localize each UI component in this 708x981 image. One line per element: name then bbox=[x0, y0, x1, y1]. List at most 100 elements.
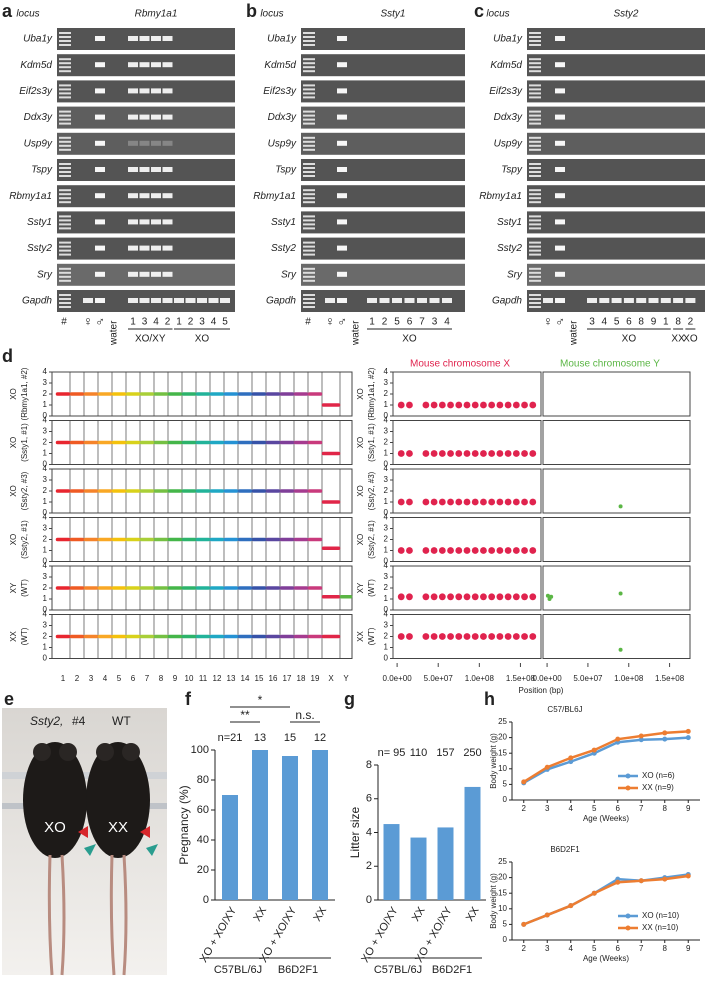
point bbox=[685, 735, 691, 741]
gel-band bbox=[151, 245, 161, 251]
x-axis-title: Age (Weeks) bbox=[583, 954, 629, 963]
lane-label: 8 bbox=[638, 317, 644, 328]
x-copy-number bbox=[463, 450, 471, 457]
ladder-band bbox=[303, 44, 315, 46]
ladder-band bbox=[529, 140, 541, 143]
y-tick-label: 3 bbox=[384, 427, 389, 436]
ladder-band bbox=[303, 171, 315, 173]
y-tick-label: 0 bbox=[384, 654, 389, 663]
ladder-band bbox=[303, 88, 315, 91]
sample-id: (WT) bbox=[367, 627, 376, 645]
y-tick-label: 3 bbox=[384, 572, 389, 581]
x-copy-number bbox=[406, 547, 413, 554]
x-tick-label: 1.5e+08 bbox=[506, 674, 536, 683]
x-copy-number bbox=[512, 547, 520, 554]
x-copy-number bbox=[521, 633, 528, 640]
x-copy-number bbox=[488, 547, 496, 554]
x-copy-number bbox=[422, 401, 430, 409]
point bbox=[685, 873, 691, 879]
x-copy-number bbox=[463, 498, 471, 506]
ladder-band bbox=[303, 306, 315, 308]
gene-header: Rbmy1a1 bbox=[135, 9, 178, 20]
x-tick-label: Y bbox=[343, 674, 349, 683]
panel-letter: d bbox=[2, 346, 13, 366]
gene-header: Ssty2 bbox=[613, 9, 638, 20]
region-title: Mouse chromosome X bbox=[410, 359, 510, 370]
x-tick-label: 5 bbox=[117, 674, 122, 683]
locus-header: locus bbox=[260, 9, 283, 20]
ladder-band bbox=[303, 84, 315, 87]
x-copy-number bbox=[496, 633, 504, 640]
x-tick-label: 11 bbox=[199, 674, 208, 683]
sample-id: (Ssty1, #1) bbox=[367, 423, 376, 462]
legend-marker bbox=[625, 785, 631, 791]
x-copy-number bbox=[406, 593, 413, 601]
x-tick-label: 8 bbox=[159, 674, 164, 683]
ladder-band bbox=[303, 193, 315, 196]
x-tick-label: XO + XO/XY bbox=[198, 904, 240, 964]
group-label: XO bbox=[402, 334, 417, 345]
point bbox=[638, 737, 644, 743]
gel-band bbox=[95, 298, 105, 303]
y-tick-label: 2 bbox=[384, 438, 389, 447]
x-copy-number bbox=[455, 498, 463, 506]
gel-strip bbox=[527, 263, 705, 286]
lane-label: ♂ bbox=[555, 313, 565, 328]
y-tick-label: 2 bbox=[384, 486, 389, 495]
ladder-band bbox=[303, 163, 315, 165]
ladder-band bbox=[59, 241, 71, 244]
x-axis-title: Age (Weeks) bbox=[583, 814, 629, 823]
point bbox=[662, 730, 668, 736]
lane-label: 3 bbox=[142, 317, 148, 328]
gel-band bbox=[162, 62, 173, 68]
y-tick-label: 0 bbox=[203, 894, 209, 906]
y-tick-label: 0 bbox=[384, 411, 389, 420]
sample-name: XO bbox=[356, 388, 365, 400]
x-copy-number bbox=[430, 593, 438, 601]
y-tick-label: 1 bbox=[43, 497, 48, 506]
x-tick-label: 4 bbox=[103, 674, 108, 683]
chart-title: B6D2F1 bbox=[550, 845, 580, 854]
ladder-band bbox=[303, 136, 315, 139]
gel-band bbox=[648, 298, 659, 303]
gel-band bbox=[151, 167, 161, 172]
panel-letter: c bbox=[474, 1, 484, 21]
gel-band bbox=[587, 298, 597, 303]
sample-id: (WT) bbox=[367, 579, 376, 597]
y-copy-number bbox=[549, 594, 554, 599]
locus-label: Eif2s3y bbox=[263, 86, 297, 97]
ladder-band bbox=[303, 62, 315, 65]
ladder-band bbox=[59, 294, 71, 296]
gel-band bbox=[128, 167, 138, 172]
y-tick-label: 1 bbox=[384, 643, 389, 652]
ladder-band bbox=[59, 302, 71, 304]
ladder-band bbox=[59, 245, 71, 248]
gel-band bbox=[151, 271, 161, 277]
ladder-band bbox=[529, 148, 541, 151]
gel-strip bbox=[301, 263, 465, 286]
y-tick-label: 1 bbox=[43, 449, 48, 458]
x-copy-number bbox=[422, 633, 430, 640]
ladder-band bbox=[303, 36, 315, 38]
gel-band bbox=[95, 140, 105, 146]
ladder-band bbox=[303, 114, 315, 117]
gel-band bbox=[325, 298, 335, 303]
y-tick-label: 1 bbox=[384, 594, 389, 603]
x-copy-number bbox=[463, 401, 471, 409]
x-copy-number bbox=[430, 498, 438, 506]
x-tick-label: 3 bbox=[89, 674, 94, 683]
plot-frame bbox=[542, 517, 691, 562]
y-tick-label: 3 bbox=[384, 524, 389, 533]
x-copy-number bbox=[406, 401, 413, 409]
point bbox=[615, 736, 621, 742]
point bbox=[544, 912, 550, 918]
ladder-band bbox=[529, 294, 541, 296]
gel-band bbox=[128, 271, 138, 277]
y-tick-label: 60 bbox=[197, 804, 209, 816]
x-copy-number bbox=[529, 593, 537, 601]
ladder-band bbox=[59, 84, 71, 87]
gel-band bbox=[555, 271, 565, 277]
gel-strip bbox=[301, 237, 465, 260]
gel-band bbox=[555, 193, 565, 199]
